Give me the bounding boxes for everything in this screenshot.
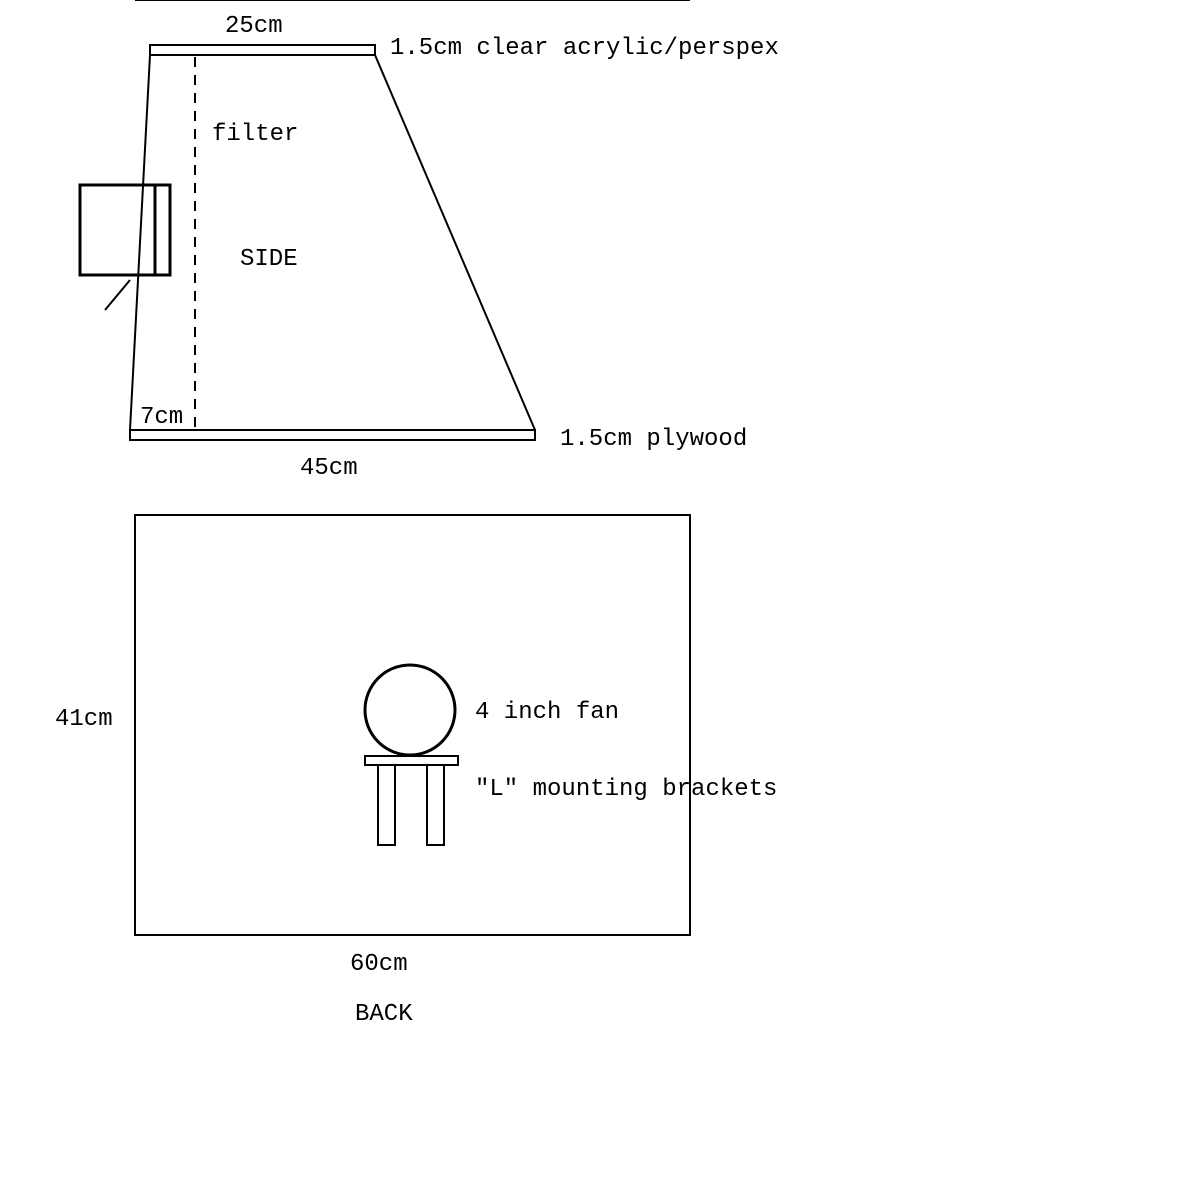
label-back-width: 60cm: [350, 951, 408, 978]
bracket-leg-1: [378, 765, 395, 845]
bracket-bar: [365, 756, 458, 765]
label-top-material: 1.5cm clear acrylic/perspex: [390, 35, 779, 62]
label-brackets: "L" mounting brackets: [475, 776, 777, 803]
label-back-height: 41cm: [55, 706, 113, 733]
label-top-width: 25cm: [225, 13, 283, 40]
side-flap-line: [105, 280, 130, 310]
bracket-leg-2: [427, 765, 444, 845]
label-side-title: SIDE: [240, 246, 298, 273]
side-front-edge: [375, 55, 535, 430]
side-bottom-plate: [130, 430, 535, 440]
label-filter: filter: [212, 121, 298, 148]
label-fan: 4 inch fan: [475, 699, 619, 726]
fan-circle: [365, 665, 455, 755]
side-top-plate: [150, 45, 375, 55]
label-bottom-width: 45cm: [300, 455, 358, 482]
side-back-edge: [130, 55, 150, 430]
label-back-title: BACK: [355, 1001, 413, 1028]
diagram-canvas: 25cm 1.5cm clear acrylic/perspex filter SID…: [0, 0, 1200, 1200]
label-7cm: 7cm: [140, 404, 183, 431]
label-bottom-material: 1.5cm plywood: [560, 426, 747, 453]
